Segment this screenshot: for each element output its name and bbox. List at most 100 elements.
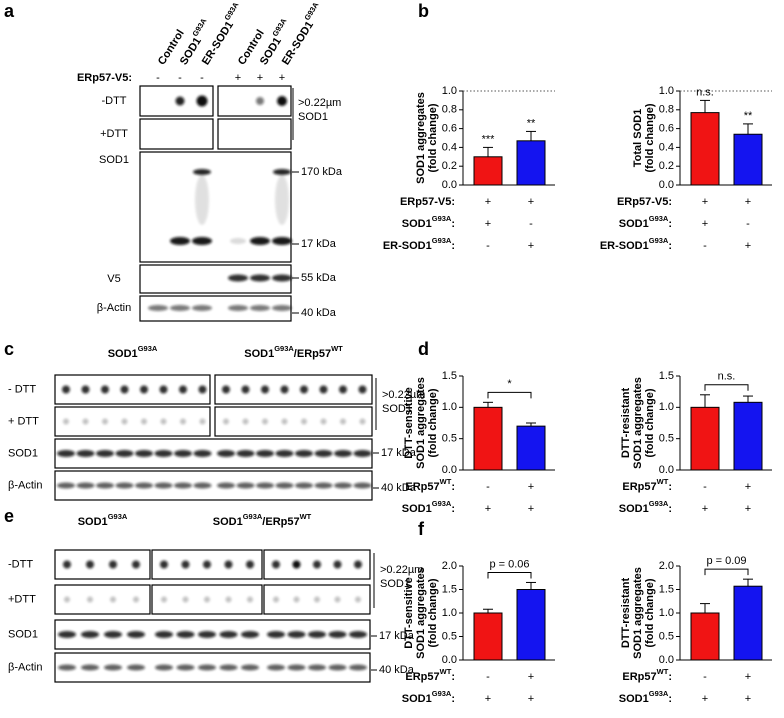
text-part: SOD1 [213,516,243,528]
text-part: /ERp57 [294,348,331,360]
treatment-label: ERp57-V5: [77,72,132,84]
row-label: β-Actin [8,661,42,673]
blot-signal [256,482,274,489]
blot-frame [214,406,373,437]
blot-frame [217,118,292,150]
blot-signal [339,385,347,394]
y-axis-label: (fold change) [427,578,439,647]
row-label: SOD1 [8,447,38,459]
text-part: ERp57-V5: [617,196,672,208]
blot-signal [101,385,109,394]
blot-signal [314,482,333,489]
text-part: WT [657,477,669,486]
y-tick-label: 1.0 [442,85,457,97]
condition-label: ER-SOD1G93A: [383,236,455,251]
blot-signal [127,631,145,638]
condition-sign: + [528,693,534,705]
blot-signal [120,385,129,394]
y-tick-label: 1.0 [659,607,674,619]
significance-bracket [487,391,532,399]
marker-label: 17 kDa [379,630,415,642]
blot-signal [160,560,168,569]
panel-label: e [4,506,14,526]
significance-label: n.s. [696,86,714,98]
blot-signal [277,96,287,106]
condition-sign: - [529,218,533,230]
blot-signal [272,305,292,311]
blot-signal [334,450,352,457]
blot-signal [170,305,190,311]
condition-sign: + [528,196,534,208]
blot-signal [179,385,187,394]
blot-signal [115,450,134,457]
blot-signal [349,631,367,638]
filter-label: >0.22µm [380,564,423,576]
row-label: V5 [107,273,120,285]
panel-label: d [418,339,429,359]
condition-label: ERp57WT: [405,667,455,682]
blot-signal [219,664,238,671]
blot-signal [301,418,307,425]
condition-sign: - [486,481,490,493]
blot-signal [63,418,69,425]
blot-signal [230,238,246,244]
blot-signal [133,596,139,603]
condition-sign: - [486,240,490,252]
y-axis-label: SOD1 aggregates [415,377,427,469]
y-tick-label: 0.6 [442,123,457,135]
y-tick-label: 0.2 [442,160,457,172]
text-part: SOD1 [402,693,432,705]
blot-signal [135,450,153,457]
text-part: G93A [432,214,452,223]
blot-signal [275,175,289,225]
blot-signal [340,418,346,425]
text-part: WT [331,344,343,353]
blot-signal [81,631,99,638]
blot-signal [57,450,75,457]
blot-signal [281,418,288,425]
blot-signal [115,482,134,489]
blot-signal [287,631,306,638]
bar [516,140,546,186]
blot-signal [354,560,362,569]
text-part: WT [657,667,669,676]
row-label: +DTT [8,593,36,605]
blot-signal [358,385,367,394]
marker-label: 40 kDa [381,482,417,494]
text-part: ERp57 [622,481,656,493]
text-part: WT [440,477,452,486]
blot-signal [228,274,248,282]
blot-signal [58,631,76,638]
y-tick-label: 0.8 [442,104,457,116]
blot-signal [176,664,195,671]
blot-signal [250,274,270,282]
panel-label: b [418,1,429,21]
blot-signal [295,450,313,457]
blot-frame [139,118,214,150]
blot-signal [102,418,108,425]
row-label: - DTT [8,383,36,395]
blot-signal [353,450,372,457]
condition-sign: + [702,693,708,705]
y-tick-label: 0.4 [659,141,674,153]
row-label: +DTT [100,128,128,140]
filter-label: SOD1 [380,578,410,590]
text-part: : [668,240,672,252]
blot-signal [241,631,259,638]
row-label: β-Actin [8,479,42,491]
filter-label: >0.22µm [298,97,341,109]
filter-label: SOD1 [382,403,412,415]
y-tick-label: 0.4 [442,141,457,153]
text-part: : [451,481,455,493]
text-part: G93A [432,499,452,508]
blot-signal [174,450,192,457]
blot-signal [199,418,206,425]
blot-signal [287,664,306,671]
blot-signal [121,418,128,425]
group-header: SOD1G93A [78,512,128,527]
blot-signal [272,274,292,282]
blot-signal [250,237,270,245]
blot-signal [104,664,122,671]
blot-signal [58,664,76,671]
y-axis-label: SOD1 aggregates [415,567,427,659]
